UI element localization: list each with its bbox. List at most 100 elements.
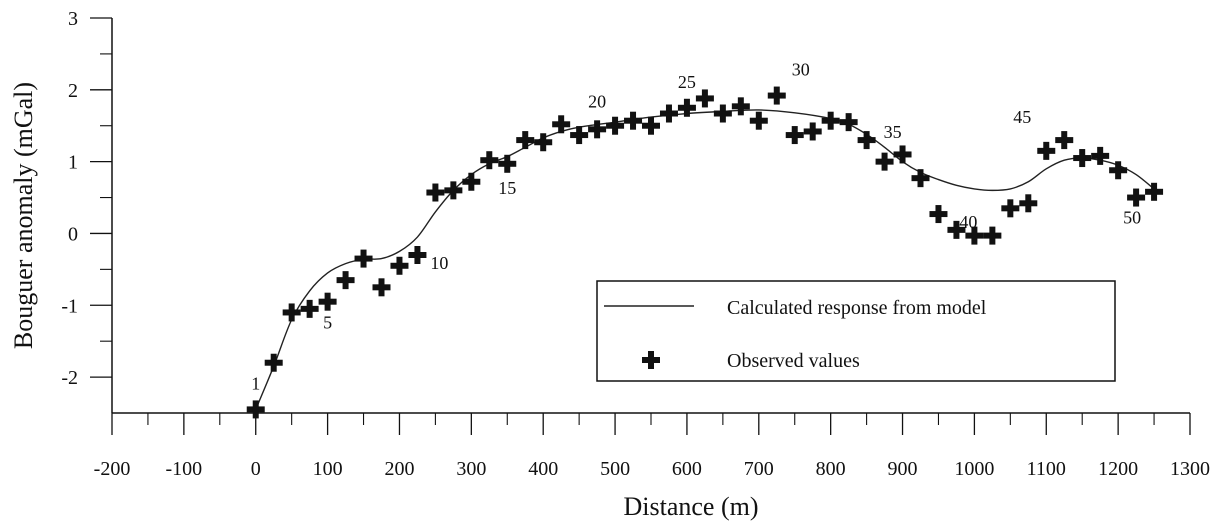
legend-observed-label: Observed values (727, 350, 860, 372)
marker-vbar (612, 116, 619, 135)
marker-vbar (270, 353, 277, 372)
observed-point (695, 89, 714, 108)
marker-vbar (540, 133, 547, 152)
observed-point (462, 172, 481, 191)
marker-vbar (396, 256, 403, 275)
x-tick-label: 300 (456, 458, 486, 480)
y-tick-label: 0 (68, 223, 78, 245)
y-tick-label: -2 (61, 367, 78, 389)
observed-point (929, 205, 948, 224)
station-label: 1 (251, 373, 260, 393)
observed-point (246, 400, 265, 419)
marker-vbar (701, 89, 708, 108)
station-label: 30 (792, 60, 810, 80)
observed-point (803, 122, 822, 141)
station-label: 10 (430, 253, 448, 273)
observed-point (372, 278, 391, 297)
observed-point (875, 152, 894, 171)
observed-point (821, 111, 840, 130)
marker-vbar (791, 126, 798, 145)
marker-vbar (1151, 182, 1158, 201)
observed-point (426, 183, 445, 202)
station-label: 45 (1013, 107, 1031, 127)
marker-vbar (809, 122, 816, 141)
observed-point (1073, 149, 1092, 168)
marker-vbar (594, 120, 601, 139)
observed-point (588, 120, 607, 139)
x-tick-label: 700 (744, 458, 774, 480)
marker-vbar (953, 220, 960, 239)
observed-point (857, 131, 876, 150)
x-tick-label: 1200 (1098, 458, 1138, 480)
observed-point (354, 249, 373, 268)
observed-point (983, 226, 1002, 245)
station-label: 40 (959, 212, 977, 232)
legend-plus-shape (642, 351, 660, 369)
marker-vbar (881, 152, 888, 171)
marker-vbar (827, 111, 834, 130)
marker-vbar (1061, 131, 1068, 150)
observed-point (570, 126, 589, 145)
y-tick-label: 2 (68, 80, 78, 102)
observed-point (659, 104, 678, 123)
x-tick-label: 0 (251, 458, 261, 480)
marker-vbar (504, 154, 511, 173)
observed-point (552, 115, 571, 134)
observed-point (534, 133, 553, 152)
calculated-response-line (255, 109, 1155, 410)
observed-point (1019, 194, 1038, 213)
marker-vbar (755, 111, 762, 130)
observed-point (606, 116, 625, 135)
observed-point (713, 104, 732, 123)
marker-vbar (863, 131, 870, 150)
observed-point (1109, 161, 1128, 180)
marker-vbar (414, 246, 421, 264)
observed-point (785, 126, 804, 145)
ticks: -200 -100 0 100 200 300 400 500 600 700 800 900 1000… (61, 8, 1210, 480)
observed-point (300, 299, 319, 318)
marker-vbar (630, 111, 637, 130)
marker-vbar (917, 169, 924, 188)
marker-vbar (1025, 194, 1032, 213)
observed-point (264, 353, 283, 372)
x-tick-label: 100 (313, 458, 343, 480)
observed-point (911, 169, 930, 188)
observed-point (893, 145, 912, 164)
marker-vbar (971, 226, 978, 245)
marker-vbar (450, 181, 457, 200)
y-tick-label: 1 (68, 152, 78, 174)
observed-markers (246, 86, 1164, 419)
observed-point (336, 271, 355, 290)
observed-point (1001, 199, 1020, 218)
observed-point (318, 292, 337, 311)
observed-point (731, 97, 750, 116)
observed-point (498, 154, 517, 173)
observed-point (642, 116, 660, 135)
marker-vbar (1115, 161, 1122, 180)
marker-vbar (378, 278, 385, 297)
marker-vbar (845, 113, 852, 132)
station-label: 50 (1123, 208, 1141, 228)
marker-vbar (324, 292, 331, 311)
observed-point (282, 303, 301, 322)
station-label: 25 (678, 72, 696, 92)
marker-vbar (1133, 188, 1140, 207)
marker-vbar (1007, 199, 1014, 218)
marker-vbar (1097, 146, 1104, 165)
marker-vbar (342, 271, 349, 290)
observed-point (480, 151, 499, 170)
observed-point (1037, 141, 1056, 160)
x-tick-label: 200 (384, 458, 414, 480)
x-tick-label: 500 (600, 458, 630, 480)
observed-point (390, 256, 409, 275)
observed-point (1127, 188, 1146, 207)
marker-vbar (719, 104, 726, 123)
observed-point (1091, 146, 1110, 165)
observed-point (767, 86, 786, 105)
observed-point (839, 113, 858, 132)
marker-vbar (468, 172, 475, 191)
station-label: 35 (884, 122, 902, 142)
observed-point (749, 111, 768, 130)
marker-vbar (683, 98, 690, 117)
